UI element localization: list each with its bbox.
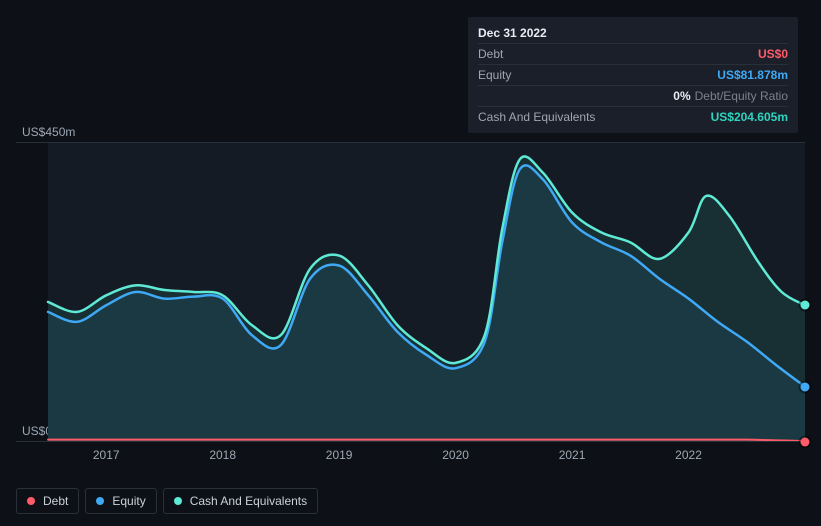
tooltip-row-ratio: 0%Debt/Equity Ratio [478,85,788,106]
tooltip-label: Equity [478,68,511,82]
chart-svg [16,143,805,441]
end-dot-equity [801,383,810,392]
legend-debt[interactable]: Debt [16,488,79,514]
tooltip-value: US$0 [758,47,788,61]
legend: Debt Equity Cash And Equivalents [16,488,318,514]
x-tick: 2018 [209,448,236,462]
x-tick: 2021 [559,448,586,462]
tooltip-value: 0%Debt/Equity Ratio [673,89,788,103]
tooltip-label: Cash And Equivalents [478,110,595,124]
x-tick: 2022 [675,448,702,462]
legend-cash[interactable]: Cash And Equivalents [163,488,318,514]
legend-dot-icon [96,497,104,505]
tooltip-row-cash: Cash And Equivalents US$204.605m [478,106,788,127]
tooltip-value: US$204.605m [711,110,788,124]
tooltip-row-debt: Debt US$0 [478,43,788,64]
x-axis: 2017 2018 2019 2020 2021 2022 [48,448,805,468]
x-tick: 2020 [442,448,469,462]
x-tick: 2019 [326,448,353,462]
legend-label: Equity [112,494,145,508]
end-dot-debt [801,438,810,447]
tooltip-label: Debt [478,47,503,61]
end-dot-cash [801,301,810,310]
legend-label: Debt [43,494,68,508]
hover-tooltip: Dec 31 2022 Debt US$0 Equity US$81.878m … [468,17,798,133]
legend-dot-icon [174,497,182,505]
x-tick: 2017 [93,448,120,462]
chart-area[interactable] [16,142,805,442]
y-axis-max-label: US$450m [22,125,75,139]
tooltip-value: US$81.878m [717,68,788,82]
tooltip-row-equity: Equity US$81.878m [478,64,788,85]
tooltip-date: Dec 31 2022 [478,23,788,43]
legend-dot-icon [27,497,35,505]
legend-label: Cash And Equivalents [190,494,307,508]
legend-equity[interactable]: Equity [85,488,156,514]
